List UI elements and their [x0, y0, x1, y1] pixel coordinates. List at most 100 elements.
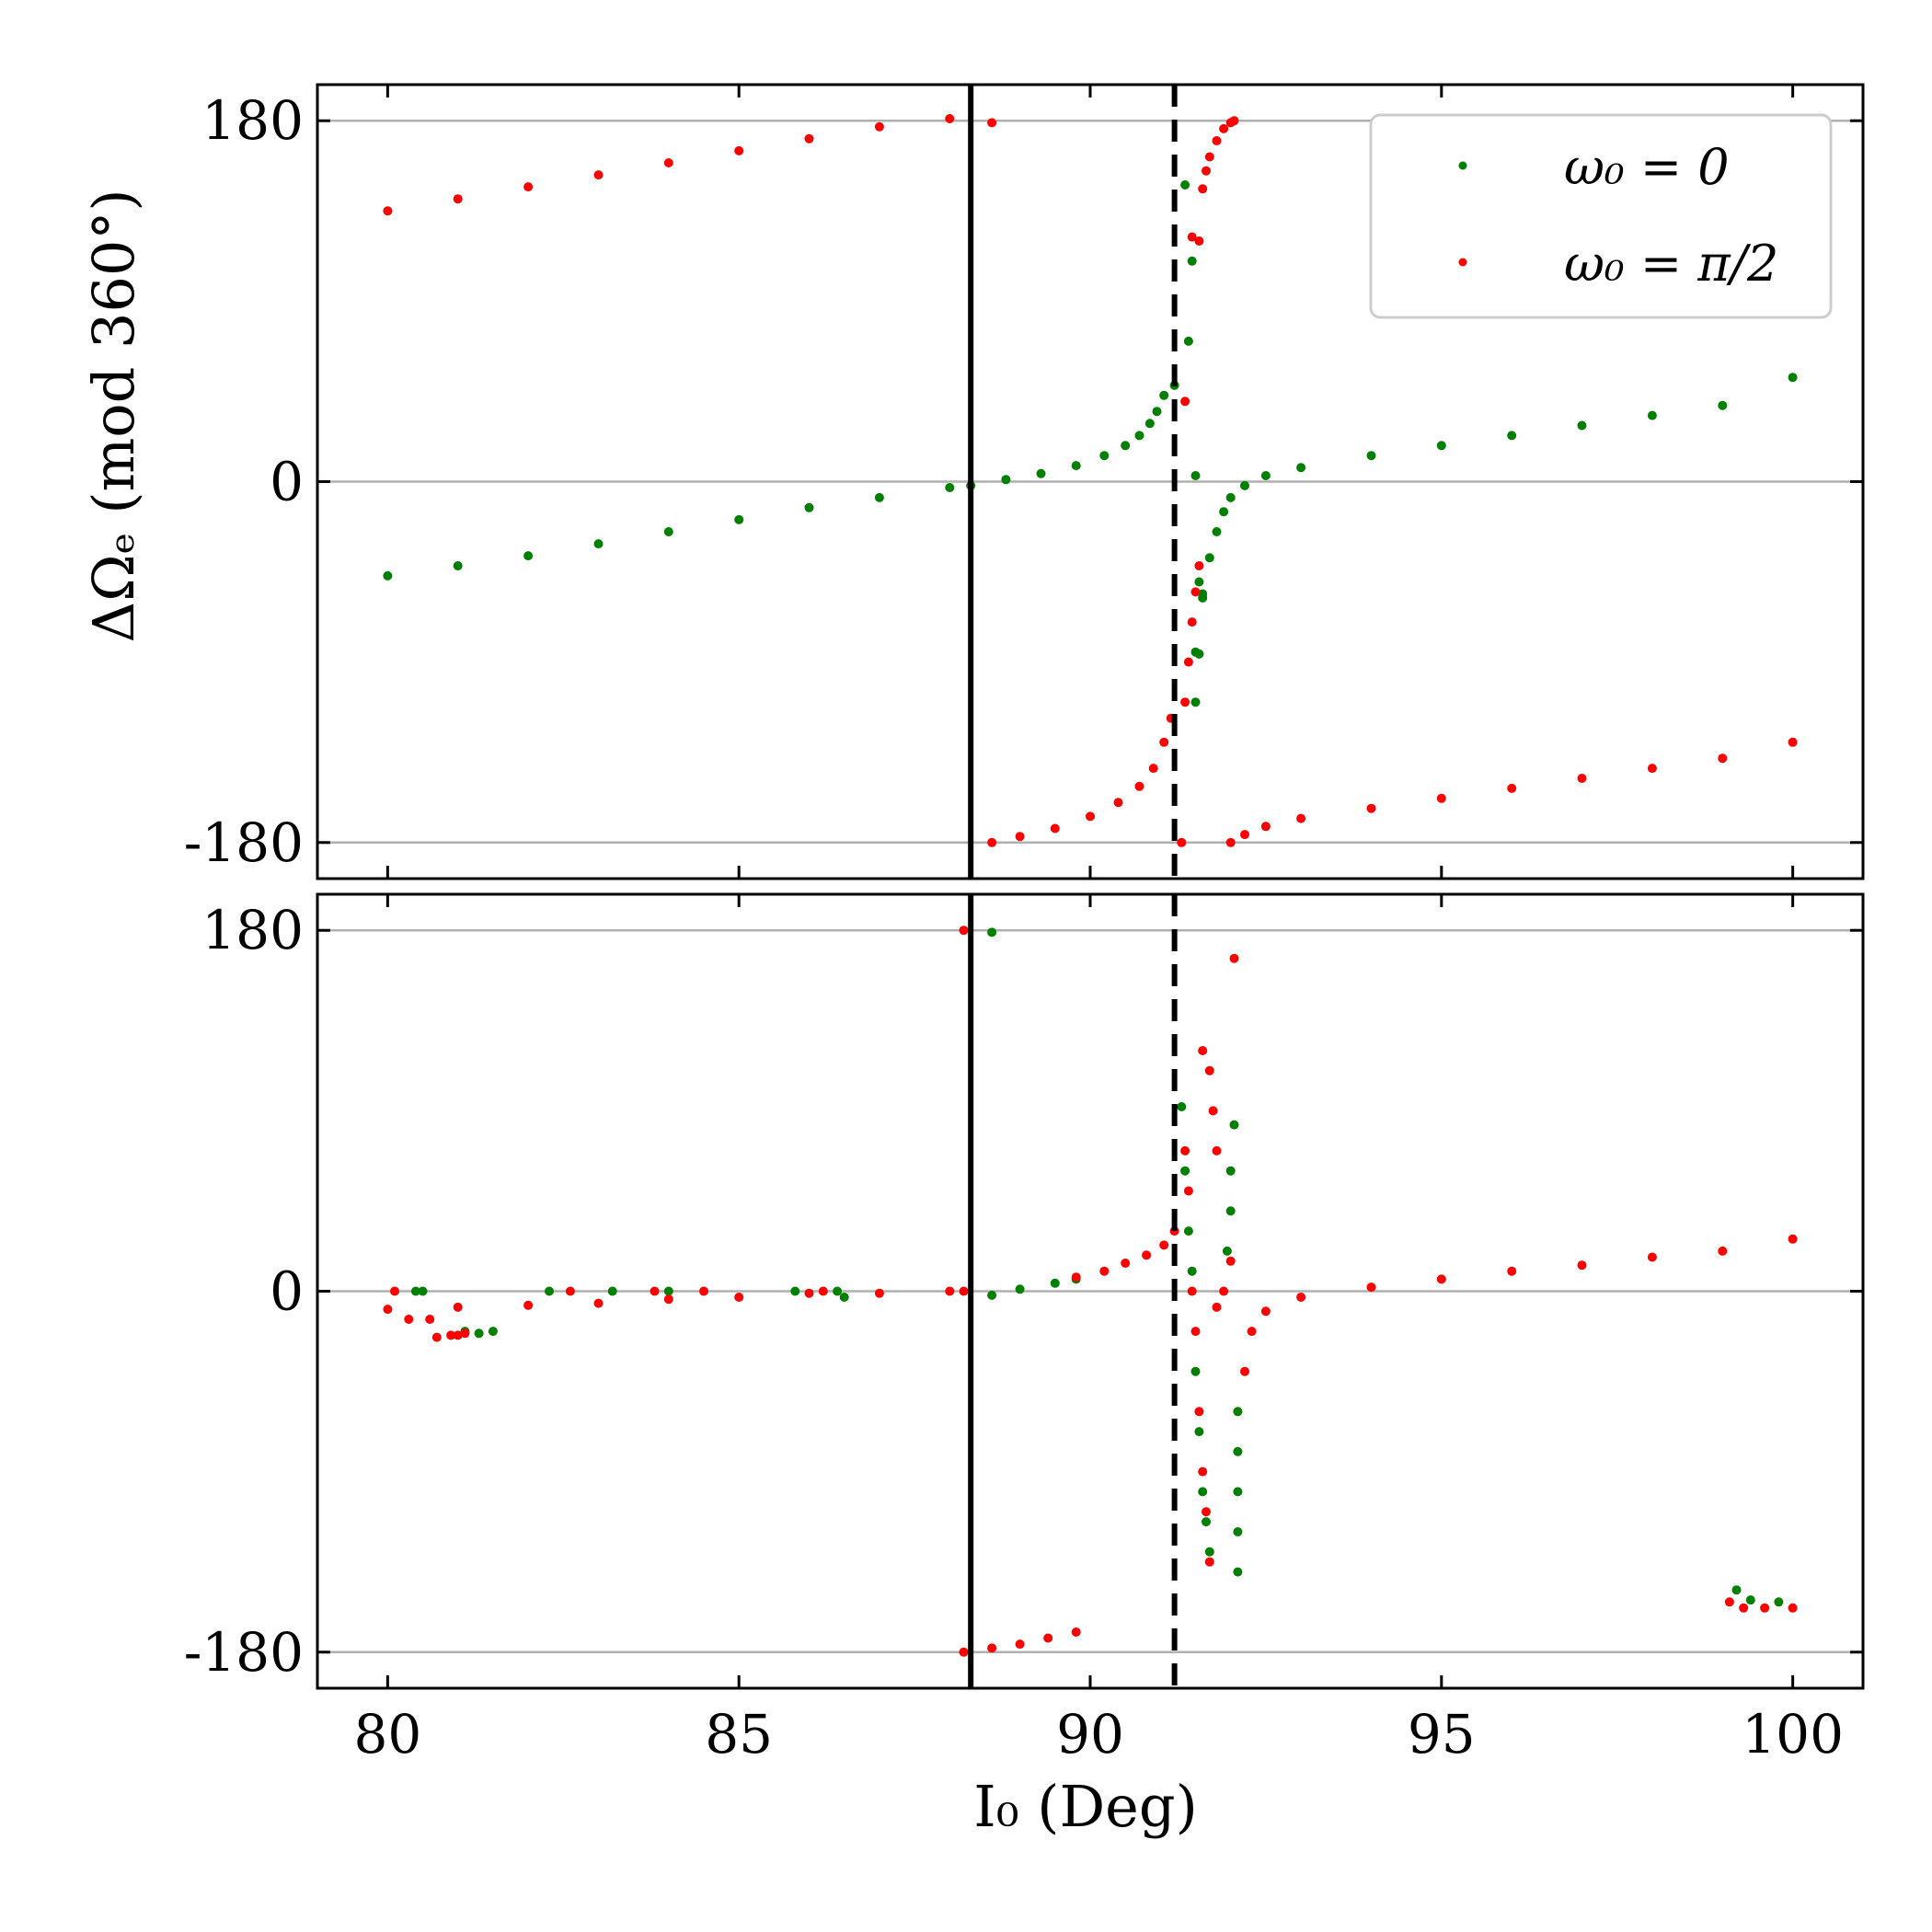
data-point: [1198, 184, 1208, 194]
data-point: [1760, 1603, 1770, 1613]
y-tick-label: 180: [201, 899, 304, 961]
x-tick-label: 85: [705, 1703, 773, 1765]
data-point: [1121, 441, 1131, 451]
data-point: [390, 1286, 399, 1296]
data-point: [1229, 1120, 1239, 1130]
series-omega-pi-2: [383, 114, 1798, 847]
data-point: [1183, 657, 1193, 667]
data-point: [833, 1286, 843, 1296]
data-point: [453, 1330, 463, 1340]
data-point: [1183, 1186, 1193, 1196]
x-tick-label: 100: [1742, 1703, 1844, 1765]
series-omega-0: [383, 180, 1798, 707]
data-point: [1086, 811, 1095, 822]
data-point: [1180, 180, 1190, 190]
data-point: [1159, 390, 1169, 400]
data-point: [1134, 431, 1144, 441]
data-point: [1577, 774, 1587, 783]
data-point: [663, 158, 673, 167]
data-point: [1212, 527, 1222, 536]
data-point: [1219, 507, 1229, 517]
data-point: [874, 1288, 884, 1298]
data-point: [959, 1647, 969, 1657]
data-point: [1718, 1246, 1728, 1256]
data-point: [1043, 1633, 1053, 1643]
data-point: [1187, 256, 1197, 266]
data-point: [1247, 1327, 1257, 1337]
data-point: [593, 539, 604, 549]
data-point: [1507, 431, 1517, 441]
data-point: [663, 527, 673, 536]
data-point: [460, 1328, 470, 1339]
data-point: [1071, 1627, 1081, 1637]
data-point: [1194, 1407, 1204, 1417]
data-point: [1212, 136, 1222, 145]
data-point: [1190, 697, 1201, 707]
data-point: [1071, 461, 1081, 471]
data-point: [1222, 1246, 1232, 1256]
data-point: [1507, 783, 1517, 793]
data-point: [1219, 123, 1229, 133]
data-point: [565, 1286, 575, 1296]
series-omega-0: [410, 927, 1784, 1607]
data-point: [453, 1302, 463, 1312]
data-point: [1233, 1567, 1243, 1577]
data-point: [1099, 1266, 1110, 1276]
data-point: [945, 1286, 955, 1296]
data-point: [1229, 953, 1239, 963]
data-point: [1233, 1446, 1243, 1456]
data-point: [1194, 577, 1204, 587]
data-point: [1647, 410, 1657, 420]
data-point: [804, 502, 814, 512]
data-point: [1036, 468, 1046, 478]
data-point: [1198, 589, 1208, 599]
data-point: [1198, 1046, 1208, 1055]
data-point: [1152, 407, 1162, 417]
data-point: [1225, 492, 1236, 502]
data-point: [1212, 1302, 1222, 1312]
data-point: [404, 1315, 414, 1324]
data-point: [1436, 1274, 1446, 1284]
data-point: [987, 837, 997, 847]
data-point: [1190, 587, 1201, 597]
data-point: [1366, 451, 1376, 461]
data-point: [1745, 1595, 1755, 1605]
data-point: [1718, 753, 1728, 764]
data-point: [1208, 1106, 1218, 1116]
data-point: [839, 1293, 849, 1302]
data-point: [1260, 1306, 1271, 1317]
data-point: [418, 1286, 428, 1296]
data-point: [1225, 837, 1236, 847]
legend-label-omega-0: ω₀ = 0: [1564, 138, 1730, 196]
data-point: [650, 1286, 660, 1296]
data-point: [1577, 1260, 1587, 1271]
data-point: [1121, 1259, 1131, 1268]
data-point: [474, 1328, 484, 1339]
data-point: [1225, 1256, 1236, 1266]
data-point: [1144, 419, 1155, 429]
legend-marker-omega-pi-2: [1458, 258, 1467, 267]
legend-label-omega-pi-2: ω₀ = π/2: [1564, 235, 1778, 293]
data-point: [1788, 737, 1798, 747]
data-point: [790, 1286, 800, 1296]
data-point: [593, 170, 604, 180]
data-point: [987, 1290, 997, 1300]
data-point: [1202, 1507, 1211, 1517]
data-point: [1507, 1266, 1517, 1276]
data-point: [1240, 830, 1249, 840]
data-point: [1194, 236, 1204, 246]
data-point: [1001, 475, 1011, 485]
panel-bottom: -180 0 180 80 85 90 95 100: [184, 892, 1865, 1765]
data-point: [1015, 1284, 1025, 1294]
x-axis-label: I₀ (Deg): [973, 1773, 1198, 1840]
data-point: [959, 926, 969, 936]
data-point: [1015, 1639, 1025, 1650]
data-point: [1180, 1145, 1190, 1156]
data-point: [663, 1294, 673, 1305]
data-point: [1225, 1166, 1236, 1176]
data-point: [1296, 813, 1306, 823]
data-point: [734, 1293, 744, 1302]
data-point: [1187, 617, 1197, 627]
data-point: [1788, 1603, 1798, 1613]
data-point: [1724, 1597, 1734, 1607]
